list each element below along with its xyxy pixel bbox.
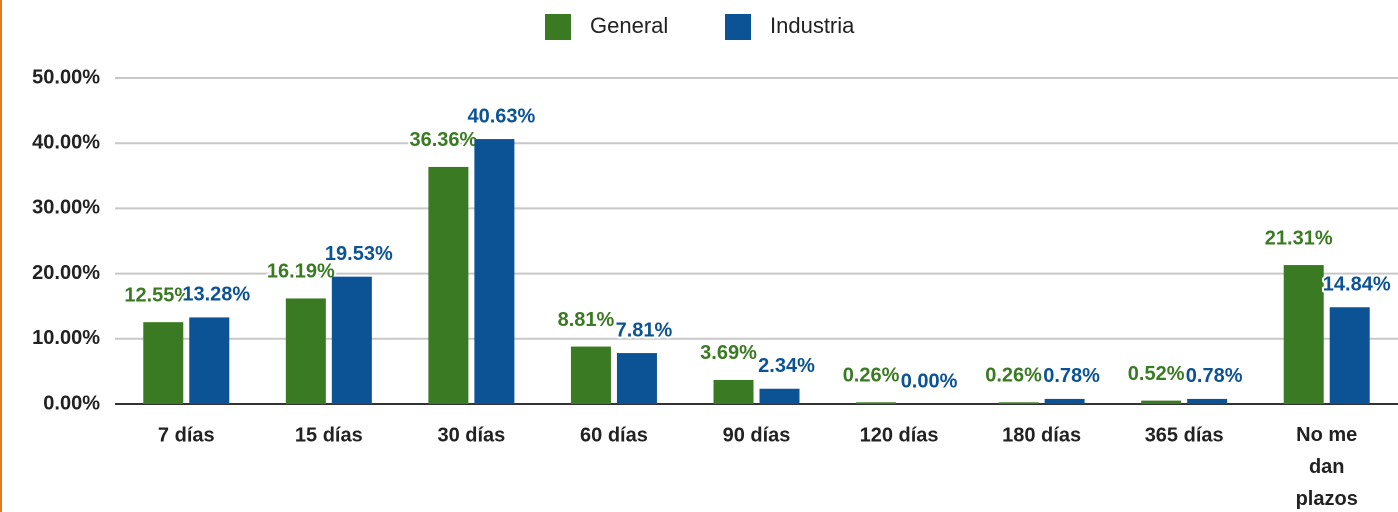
bar	[331, 276, 372, 404]
bar	[616, 353, 657, 404]
x-tick-label: 90 días	[723, 424, 791, 446]
legend-label: General	[590, 13, 668, 38]
data-label: 0.78%	[1186, 365, 1243, 387]
bar	[570, 346, 611, 404]
y-tick-label: 30.00%	[32, 197, 100, 219]
data-label: 2.34%	[758, 355, 815, 377]
data-label: 13.28%	[182, 284, 250, 306]
data-label: 0.78%	[1043, 365, 1100, 387]
y-tick-label: 0.00%	[43, 392, 100, 414]
bar	[1044, 398, 1085, 404]
bar	[1283, 265, 1324, 404]
x-tick-label: 120 días	[860, 424, 939, 446]
data-label: 21.31%	[1265, 227, 1333, 249]
x-tick-label: No me dan plazos	[1296, 424, 1358, 510]
x-tick-label: 30 días	[437, 424, 505, 446]
bar	[143, 322, 184, 404]
bar	[428, 166, 469, 404]
legend-label: Industria	[770, 13, 855, 38]
data-label: 19.53%	[325, 243, 393, 265]
legend-swatch	[545, 14, 571, 40]
data-label: 36.36%	[409, 129, 477, 151]
y-tick-label: 10.00%	[32, 327, 100, 349]
data-label: 0.26%	[843, 365, 900, 387]
bar	[998, 402, 1039, 404]
y-tick-label: 20.00%	[32, 262, 100, 284]
x-tick-label: 365 días	[1145, 424, 1224, 446]
data-label: 3.69%	[700, 342, 757, 364]
y-tick-label: 50.00%	[32, 66, 100, 88]
frame-edge	[0, 0, 2, 512]
bar	[856, 402, 897, 404]
legend-swatch	[725, 14, 751, 40]
bar	[1141, 400, 1182, 404]
data-label: 7.81%	[616, 319, 673, 341]
data-label: 14.84%	[1323, 274, 1391, 296]
bar	[1329, 307, 1370, 404]
data-label: 0.26%	[985, 365, 1042, 387]
bar	[285, 298, 326, 404]
bar	[759, 388, 800, 404]
data-label: 40.63%	[467, 105, 535, 127]
y-tick-label: 40.00%	[32, 131, 100, 153]
x-tick-label: 60 días	[580, 424, 648, 446]
bar	[474, 139, 515, 404]
x-tick-label: 7 días	[158, 424, 215, 446]
data-label: 8.81%	[558, 309, 615, 331]
data-label: 12.55%	[124, 284, 192, 306]
bar	[713, 379, 754, 404]
bar	[189, 317, 230, 404]
bar	[1187, 398, 1228, 404]
data-label: 0.00%	[901, 370, 958, 392]
data-label: 0.52%	[1128, 363, 1185, 385]
data-label: 16.19%	[267, 261, 335, 283]
x-tick-label: 15 días	[295, 424, 363, 446]
x-tick-label: 180 días	[1002, 424, 1081, 446]
